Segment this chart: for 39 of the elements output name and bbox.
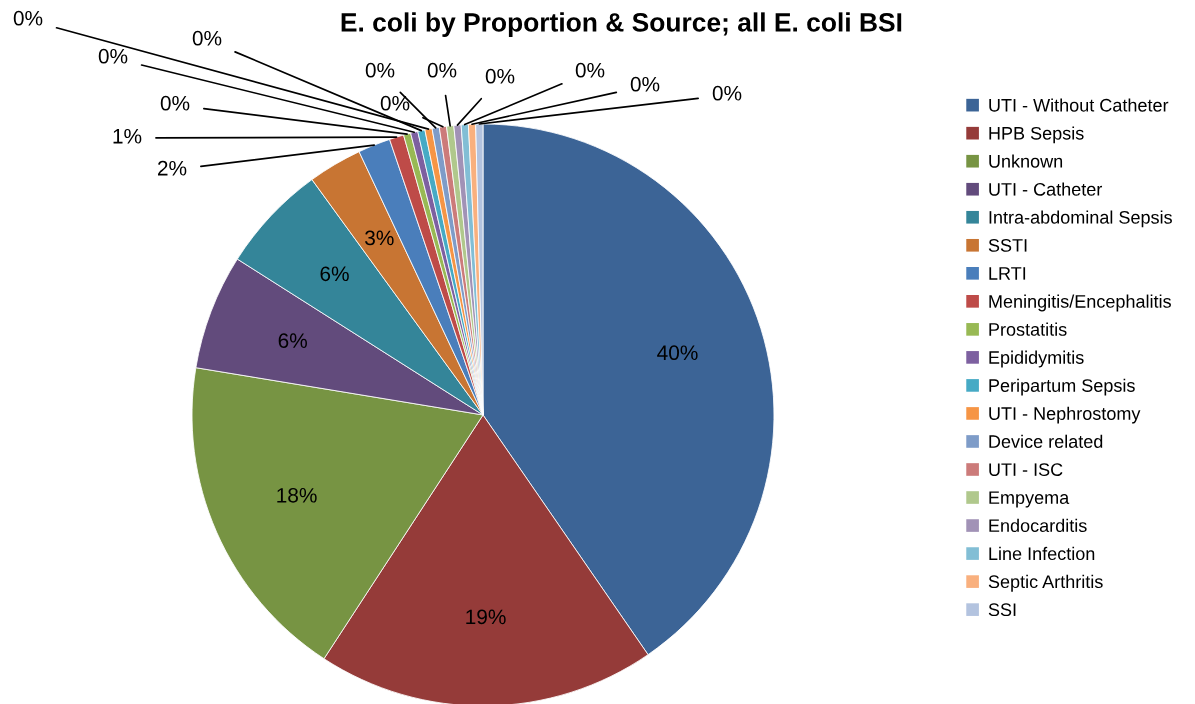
- data-label: 0%: [98, 48, 128, 64]
- legend-label: LRTI: [989, 267, 1026, 280]
- data-label: 0%: [365, 62, 395, 78]
- data-label: 3%: [365, 230, 394, 246]
- data-label: 0%: [630, 76, 660, 92]
- legend-label: SSI: [988, 603, 1016, 617]
- legend-label: UTI - Without Catheter: [989, 98, 1169, 112]
- legend-label: UTI - Nephrostomy: [989, 406, 1141, 424]
- data-label: 0%: [160, 95, 190, 111]
- data-label: 0%: [575, 62, 605, 78]
- data-label: 0%: [192, 30, 222, 46]
- legend-label: Septic Arthritis: [988, 574, 1103, 592]
- data-label: 0%: [427, 62, 457, 78]
- legend-label: Prostatitis: [989, 322, 1067, 336]
- legend-label: Line Infection: [989, 546, 1095, 561]
- data-label: 0%: [712, 85, 742, 101]
- legend-label: Intra-abdominal Sepsis: [989, 210, 1172, 228]
- data-label: 40%: [657, 345, 698, 361]
- data-label: 0%: [380, 95, 410, 111]
- data-label: 0%: [485, 68, 515, 84]
- legend-label: Meningitis/Encephalitis: [989, 294, 1171, 312]
- data-label: 6%: [278, 333, 307, 348]
- legend-label: Endocarditis: [989, 518, 1087, 533]
- data-label: 2%: [157, 160, 187, 176]
- legend-label: SSTI: [988, 239, 1027, 252]
- legend-label: UTI - Catheter: [989, 182, 1103, 196]
- legend-label: Device related: [989, 434, 1103, 448]
- legend-label: Unknown: [989, 154, 1063, 168]
- legend-label: Epididymitis: [989, 350, 1084, 368]
- legend-label: Peripartum Sepsis: [989, 378, 1135, 396]
- data-label: 18%: [277, 487, 317, 503]
- data-label: 0%: [13, 10, 43, 26]
- data-label: 19%: [466, 609, 506, 625]
- data-label: 1%: [113, 128, 142, 144]
- legend-label: HPB Sepsis: [989, 126, 1084, 144]
- data-label: 6%: [320, 266, 349, 282]
- legend-label: Empyema: [989, 491, 1070, 508]
- legend-label: UTI - ISC: [989, 463, 1063, 476]
- chart-title: E. coli by Proportion & Source; all E. coli BSI: [341, 12, 902, 37]
